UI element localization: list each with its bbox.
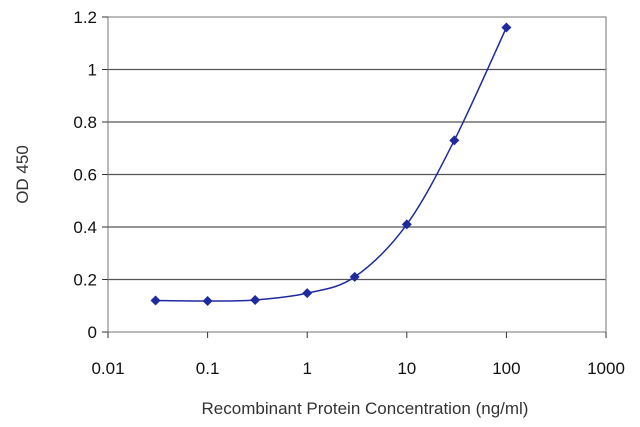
x-tick-label: 1	[302, 359, 311, 378]
data-point	[449, 135, 460, 146]
x-tick-label: 10	[397, 359, 416, 378]
y-tick-label: 0.2	[73, 271, 97, 290]
data-point	[401, 219, 412, 230]
grid-lines	[108, 68, 606, 281]
series-group	[150, 22, 512, 307]
y-tick-label: 0.6	[73, 166, 97, 185]
x-tick-label: 0.01	[91, 359, 124, 378]
y-tick-label: 0.8	[73, 113, 97, 132]
y-tick-label: 1.2	[73, 8, 97, 27]
y-axis-title: OD 450	[13, 145, 32, 204]
y-axis: 0 0.2 0.4 0.6 0.8 1 1.2	[73, 8, 108, 342]
x-tick-label: 1000	[587, 359, 625, 378]
data-point	[150, 295, 161, 306]
data-point	[202, 296, 213, 307]
series-line	[155, 27, 508, 302]
x-axis: 0.01 0.1 1 10 100 1000	[91, 332, 625, 378]
data-point	[250, 294, 261, 305]
x-axis-title: Recombinant Protein Concentration (ng/ml…	[202, 399, 529, 418]
data-point	[501, 22, 512, 33]
x-tick-label: 100	[492, 359, 520, 378]
y-tick-label: 0.4	[73, 218, 97, 237]
x-tick-label: 0.1	[196, 359, 220, 378]
data-point	[349, 271, 360, 282]
y-tick-label: 0	[88, 323, 97, 342]
data-point	[302, 288, 313, 299]
y-tick-label: 1	[88, 61, 97, 80]
